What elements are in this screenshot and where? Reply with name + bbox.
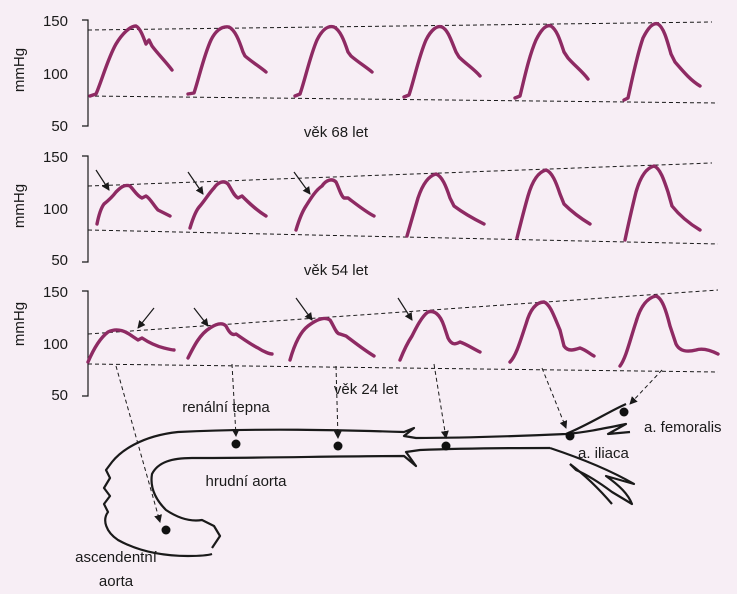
waveform	[288, 316, 376, 362]
diastolic-envelope	[87, 95, 719, 104]
y-tick-150: 150	[43, 149, 68, 166]
diastolic-envelope	[87, 229, 719, 245]
leader-arrow	[629, 369, 663, 405]
leader-arrow	[115, 365, 162, 523]
leader-arrow	[333, 365, 342, 439]
leader-arrow	[541, 367, 568, 429]
pressure-waveforms	[95, 164, 702, 242]
y-axis	[82, 290, 89, 397]
panel-caption: věk 24 let	[334, 381, 399, 398]
reflected-wave-arrows	[95, 169, 311, 195]
leader-arrow	[433, 363, 449, 439]
site-ascending-aorta	[161, 525, 171, 535]
site-thoracic	[333, 441, 343, 451]
panel-age-54: mmHg 150 100 50 věk 54 let	[11, 149, 719, 279]
arrow	[193, 307, 209, 327]
waveform	[513, 23, 590, 100]
waveform	[188, 180, 268, 230]
waveform	[405, 172, 486, 238]
aorta-inner-wall	[150, 446, 551, 549]
waveform	[86, 328, 176, 364]
waveform	[294, 178, 376, 232]
waveform	[398, 309, 482, 362]
site-iliac	[565, 431, 575, 441]
arrow	[137, 307, 155, 329]
waveform	[95, 183, 172, 226]
site-abdominal	[441, 441, 451, 451]
panel-age-24: mmHg 150 100 50 věk 24 let	[11, 284, 720, 404]
waveform	[293, 24, 374, 98]
waveform	[508, 300, 596, 364]
waveform	[88, 24, 174, 98]
pressure-waveforms	[88, 21, 702, 102]
arrow	[95, 169, 110, 191]
panel-caption: věk 54 let	[304, 262, 369, 279]
label-thoracic-aorta: hrudní aorta	[206, 473, 288, 490]
y-axis-label: mmHg	[11, 302, 28, 346]
arrow	[293, 171, 311, 195]
y-tick-100: 100	[43, 66, 68, 83]
waveform	[186, 322, 274, 360]
label-renal-artery: renální tepna	[182, 399, 270, 416]
pressure-waveforms	[86, 294, 720, 368]
aorta-diagram: renální tepna hrudní aorta ascendentní a…	[75, 363, 722, 590]
y-tick-50: 50	[51, 387, 68, 404]
arrow	[295, 297, 313, 321]
label-iliac-artery: a. iliaca	[578, 445, 630, 462]
y-axis	[82, 155, 89, 263]
waveform	[186, 25, 268, 96]
label-femoral-artery: a. femoralis	[644, 419, 722, 436]
waveform	[618, 294, 720, 368]
y-tick-100: 100	[43, 336, 68, 353]
iliac-branch-lower	[569, 463, 613, 505]
y-tick-50: 50	[51, 252, 68, 269]
y-tick-150: 150	[43, 284, 68, 301]
y-axis	[82, 19, 89, 127]
waveform	[402, 24, 482, 99]
label-ascending-aorta-1: ascendentní	[75, 549, 158, 566]
diastolic-envelope	[87, 363, 719, 373]
arrow	[397, 297, 413, 321]
y-tick-100: 100	[43, 201, 68, 218]
aorta-outer-wall	[102, 402, 627, 558]
systolic-envelope	[87, 21, 713, 31]
y-axis-label: mmHg	[11, 184, 28, 228]
arrow	[187, 171, 204, 195]
systolic-envelope	[87, 162, 713, 187]
leader-arrow	[231, 363, 240, 437]
iliac-branch	[549, 446, 636, 506]
y-tick-150: 150	[43, 13, 68, 30]
y-tick-50: 50	[51, 118, 68, 135]
panel-caption: věk 68 let	[304, 124, 369, 141]
site-renal	[231, 439, 241, 449]
waveform	[515, 168, 592, 240]
site-femoral	[619, 407, 629, 417]
systolic-envelope	[87, 289, 719, 335]
reflected-wave-arrows	[137, 297, 413, 329]
waveform	[623, 164, 702, 242]
y-axis-label: mmHg	[11, 48, 28, 92]
label-ascending-aorta-2: aorta	[99, 573, 134, 590]
femoral-branch	[565, 422, 631, 436]
panel-age-68: mmHg 150 100 50 věk 68 let	[11, 13, 719, 141]
waveform	[622, 21, 702, 102]
